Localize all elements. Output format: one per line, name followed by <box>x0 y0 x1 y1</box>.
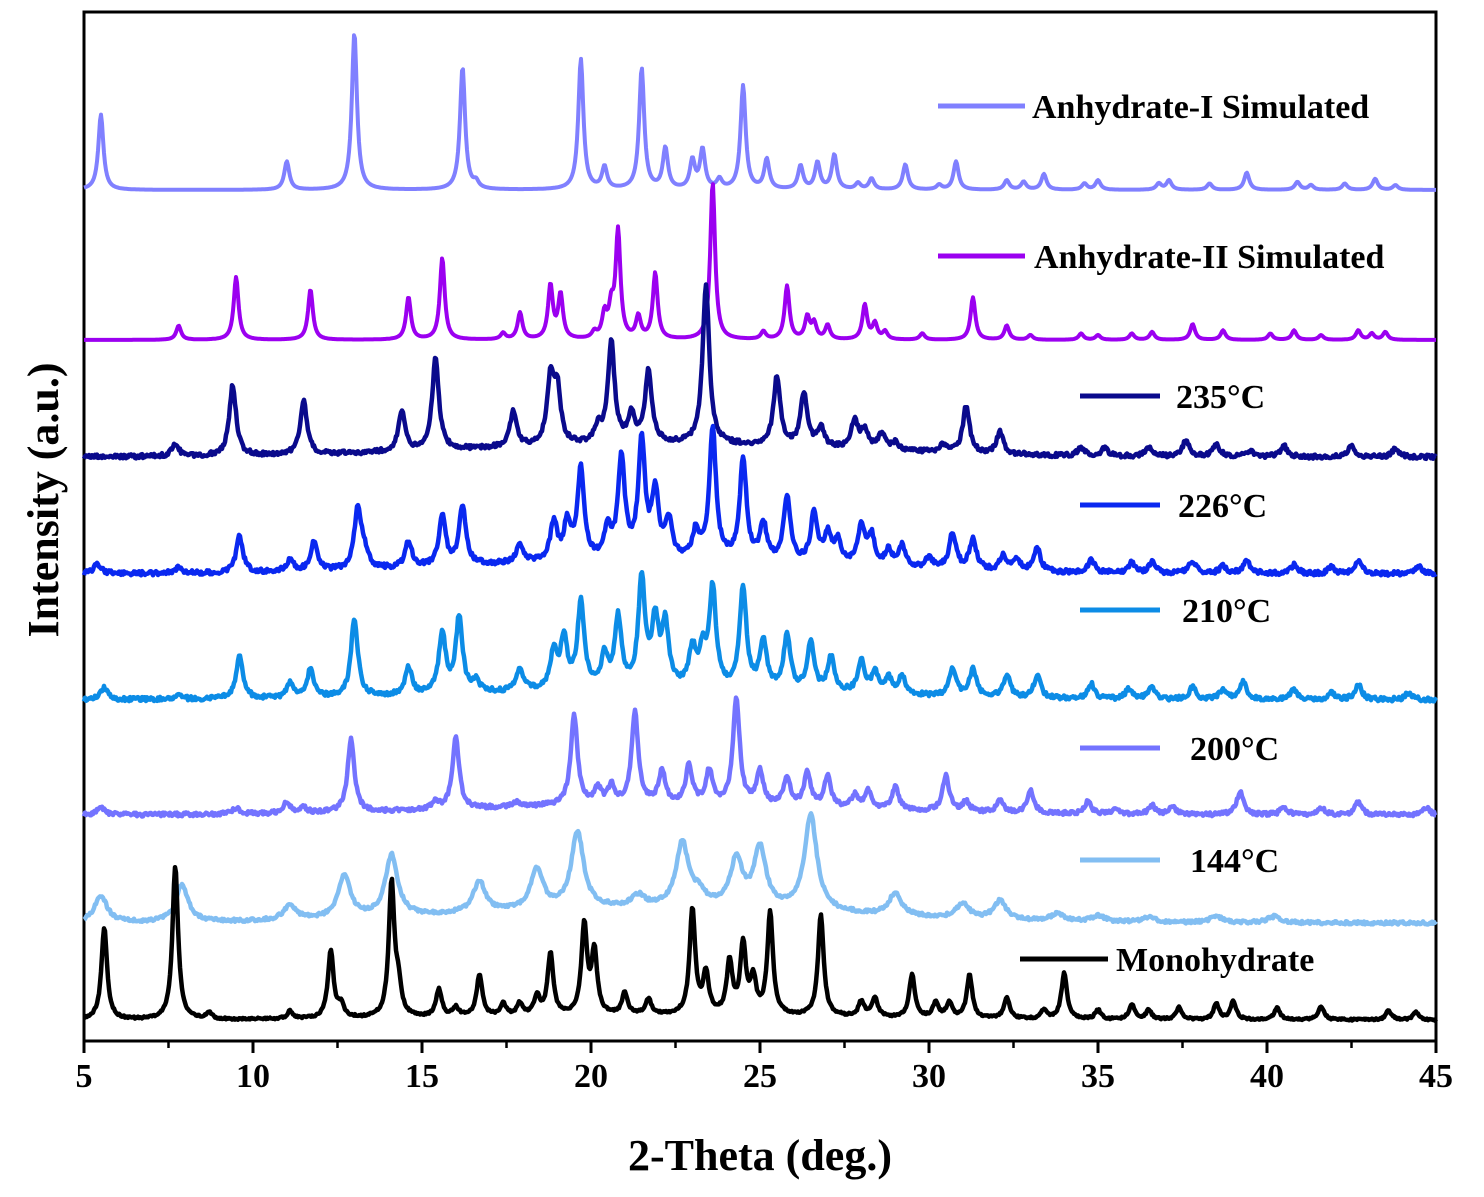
x-tick-label: 20 <box>574 1058 608 1095</box>
legend-label: 144°C <box>1190 843 1279 880</box>
trace-235-c <box>81 282 1438 462</box>
legend: Anhydrate-I Simulated Anhydrate-II Simula… <box>938 89 1385 979</box>
x-tick-label: 35 <box>1081 1058 1115 1095</box>
legend-label: 226°C <box>1178 488 1267 525</box>
trace-monohydrate <box>82 864 1438 1023</box>
x-tick-label: 10 <box>236 1058 270 1095</box>
x-tick-label: 25 <box>743 1058 777 1095</box>
legend-label: 210°C <box>1182 593 1271 630</box>
x-tick-label: 40 <box>1250 1058 1284 1095</box>
x-tick-label: 15 <box>405 1058 439 1095</box>
trace-anhydrate-ii-simulated <box>83 182 1437 342</box>
trace-226-c <box>81 423 1438 578</box>
legend-label: Monohydrate <box>1116 942 1314 979</box>
legend-label: Anhydrate-I Simulated <box>1032 89 1369 126</box>
x-axis-title: 2-Theta (deg.) <box>628 1131 892 1180</box>
trace-200-c <box>81 695 1438 819</box>
x-tick-label: 45 <box>1419 1058 1453 1095</box>
trace-210-c <box>81 569 1438 704</box>
x-tick-label: 5 <box>76 1058 93 1095</box>
trace-anhydrate-i-simulated <box>83 33 1437 192</box>
legend-label: Anhydrate-II Simulated <box>1034 239 1385 276</box>
x-tick-label: 30 <box>912 1058 946 1095</box>
y-axis-title: Intensity (a.u.) <box>19 362 68 637</box>
traces <box>81 33 1438 1023</box>
x-axis: 5 10 15 20 25 30 35 40 45 <box>76 1041 1453 1095</box>
legend-label: 235°C <box>1176 379 1265 416</box>
trace-144-c <box>82 811 1438 927</box>
legend-label: 200°C <box>1190 731 1279 768</box>
